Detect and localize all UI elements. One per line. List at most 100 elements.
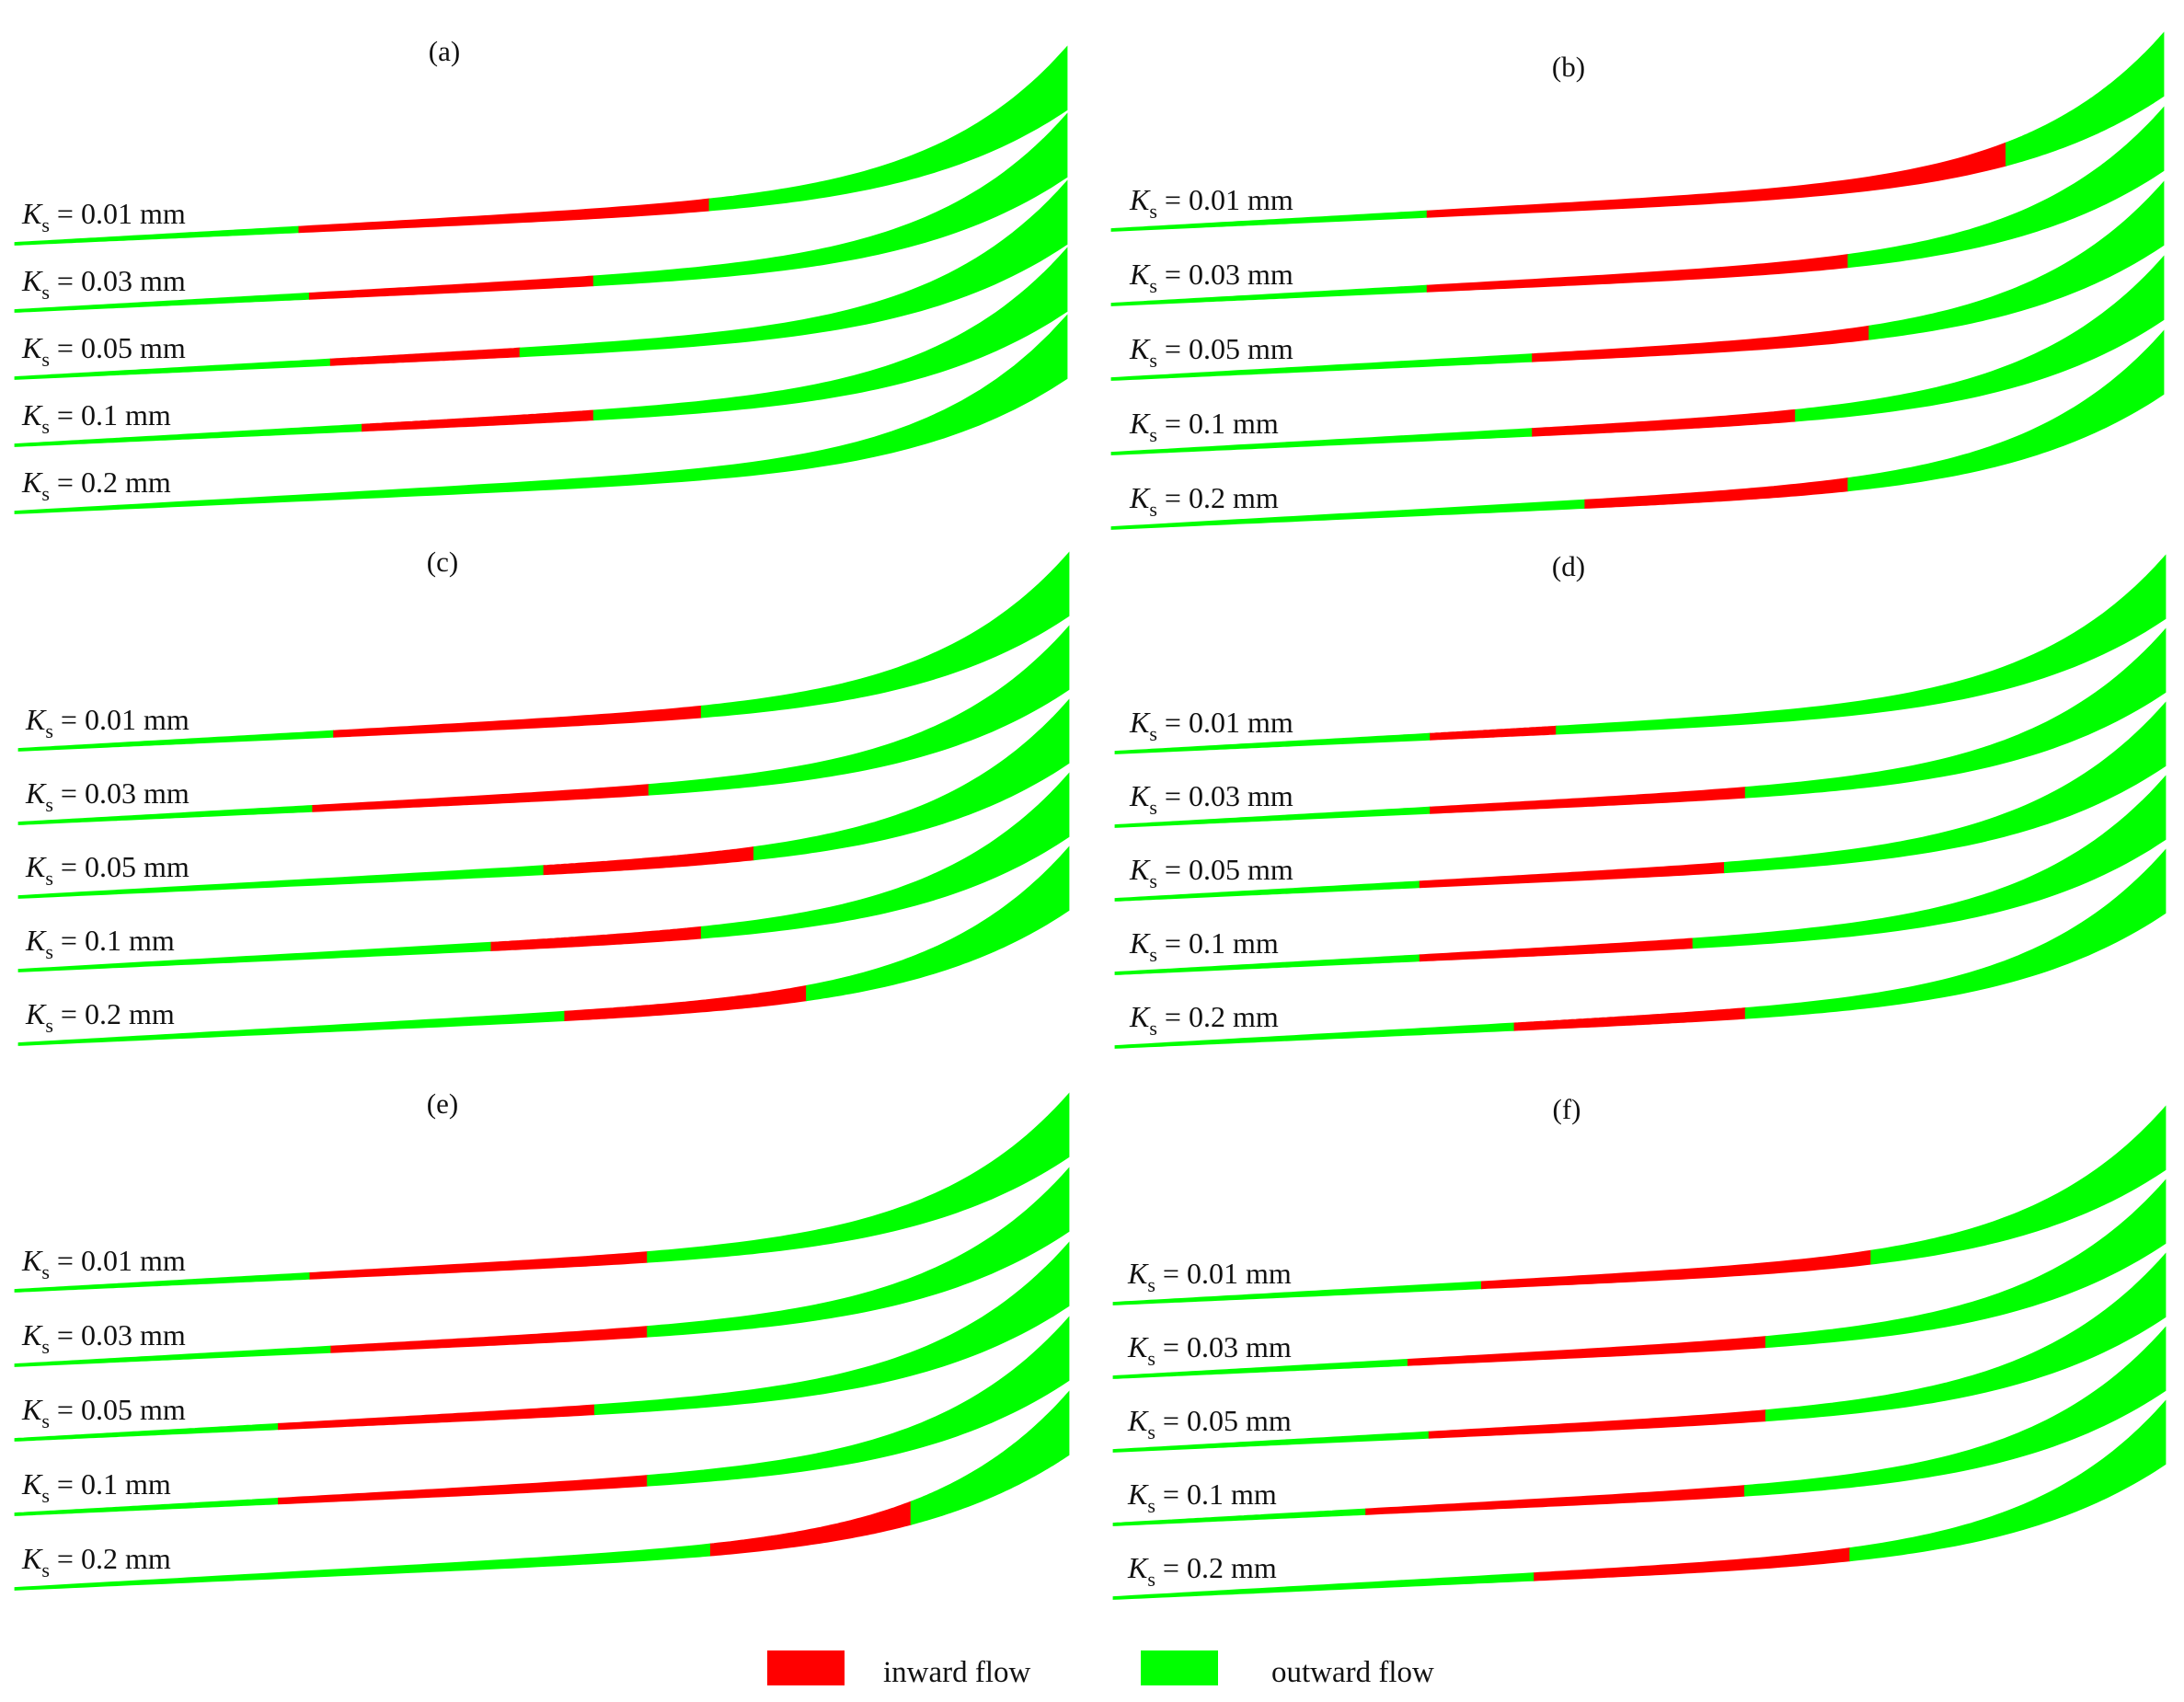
roughness-label: Ks = 0.05 mm: [1127, 1404, 1292, 1443]
roughness-label: Ks = 0.1 mm: [21, 398, 171, 438]
outward-flow-region: [647, 1092, 1070, 1263]
inward-flow-region: [309, 1251, 648, 1280]
outward-flow-region: [1724, 701, 2167, 874]
inward-flow-region: [330, 1326, 648, 1353]
roughness-label: Ks = 0.2 mm: [1129, 1000, 1279, 1040]
outward-flow-region: [1849, 1399, 2167, 1562]
panel-f: (f) Ks = 0.01 mm Ks = 0.03 mm Ks = 0.05 mm K…: [1112, 1093, 2167, 1600]
flow-passage-row: [1110, 106, 2165, 306]
outward-flow-region: [806, 845, 1070, 1002]
roughness-label: Ks = 0.01 mm: [1129, 183, 1293, 223]
inward-flow-region: [1426, 254, 1849, 293]
roughness-label: Ks = 0.2 mm: [21, 466, 171, 505]
roughness-label: Ks = 0.03 mm: [21, 1318, 186, 1358]
inward-flow-region: [362, 409, 594, 432]
roughness-label: Ks = 0.01 mm: [1127, 1257, 1292, 1296]
panel-title: (b): [1552, 51, 1585, 83]
flow-passage-row: [1112, 1326, 2167, 1526]
outward-flow-region: [1692, 775, 2167, 949]
outward-flow-region: [1556, 554, 2167, 735]
outward-flow-region: [14, 1497, 279, 1516]
roughness-label: Ks = 0.01 mm: [21, 197, 186, 236]
roughness-label: Ks = 0.2 mm: [21, 1542, 171, 1581]
inward-flow-region: [329, 347, 521, 366]
inward-flow-region: [710, 1501, 912, 1557]
outward-flow-region: [1744, 1326, 2167, 1497]
outward-flow-region: [700, 551, 1070, 719]
outward-flow-region: [592, 112, 1068, 287]
roughness-label: Ks = 0.01 mm: [25, 703, 190, 742]
roughness-label: Ks = 0.03 mm: [1127, 1330, 1292, 1370]
roughness-label: Ks = 0.1 mm: [1127, 1478, 1277, 1517]
outward-flow-region: [648, 625, 1070, 796]
flow-passage-row: [14, 1316, 1070, 1516]
inward-flow-region: [278, 1404, 595, 1431]
panel-d: (d) Ks = 0.01 mm Ks = 0.03 mm Ks = 0.05 mm K…: [1114, 550, 2167, 1049]
inward-flow-region: [312, 784, 649, 812]
outward-flow-region: [647, 1167, 1070, 1338]
outward-flow-region: [592, 247, 1068, 421]
inward-flow-region: [1430, 787, 1746, 814]
inward-flow-region: [1532, 325, 1870, 362]
flow-passage-row: [17, 845, 1070, 1046]
outward-flow-region: [14, 314, 1068, 514]
roughness-label: Ks = 0.03 mm: [1129, 779, 1293, 819]
inward-flow-region: [308, 275, 594, 300]
flow-passage-row: [1114, 554, 2167, 754]
legend: inward flow outward flow: [767, 1650, 1434, 1689]
panel-c: (c) Ks = 0.01 mm Ks = 0.03 mm Ks = 0.05 mm K…: [17, 546, 1070, 1046]
outward-flow-region: [593, 1241, 1070, 1416]
roughness-label: Ks = 0.03 mm: [25, 776, 190, 816]
flow-passage-row: [14, 1241, 1070, 1442]
flow-passage-row: [17, 772, 1070, 972]
roughness-label: Ks = 0.2 mm: [25, 997, 175, 1037]
roughness-label: Ks = 0.2 mm: [1127, 1551, 1277, 1591]
outward-flow-region: [1744, 848, 2167, 1019]
roughness-label: Ks = 0.1 mm: [1129, 407, 1279, 446]
outward-flow-region: [1744, 627, 2167, 799]
roughness-label: Ks = 0.05 mm: [1129, 853, 1293, 892]
inward-flow-region: [278, 1475, 648, 1505]
flow-passage-row: [1112, 1399, 2167, 1600]
outward-flow-region: [910, 1390, 1070, 1525]
legend-inward-swatch: [767, 1650, 845, 1685]
outward-flow-region: [1847, 329, 2165, 492]
inward-flow-region: [564, 984, 807, 1022]
flow-passage-row: [14, 1390, 1070, 1591]
inward-flow-region: [298, 198, 710, 234]
flow-passage-row: [14, 179, 1068, 380]
roughness-label: Ks = 0.01 mm: [21, 1244, 186, 1283]
flow-passage-row: [1114, 775, 2167, 975]
flow-passage-row: [17, 551, 1070, 752]
panel-b: (b) Ks = 0.01 mm Ks = 0.03 mm Ks = 0.05 mm K…: [1110, 31, 2165, 530]
flow-passage-row: [1112, 1179, 2167, 1379]
panel-title: (e): [427, 1087, 458, 1120]
inward-flow-region: [490, 926, 702, 951]
inward-flow-region: [1584, 477, 1849, 509]
legend-inward-label: inward flow: [883, 1656, 1031, 1689]
flow-passage-row: [17, 698, 1070, 899]
panel-e: (e) Ks = 0.01 mm Ks = 0.03 mm Ks = 0.05 mm K…: [14, 1087, 1070, 1591]
roughness-label: Ks = 0.1 mm: [21, 1467, 171, 1507]
flow-passage-row: [1110, 329, 2165, 530]
inward-flow-region: [1532, 408, 1796, 437]
roughness-label: Ks = 0.05 mm: [21, 1393, 186, 1432]
flow-passage-row: [14, 1092, 1070, 1293]
inward-flow-region: [1407, 1336, 1766, 1366]
flow-passage-row: [1114, 627, 2167, 828]
inward-flow-region: [1534, 1547, 1851, 1581]
outward-flow-region: [1764, 1252, 2167, 1422]
roughness-label: Ks = 0.2 mm: [1129, 481, 1279, 521]
outward-flow-region: [14, 1422, 279, 1442]
inward-flow-region: [1419, 937, 1694, 962]
outward-flow-region: [519, 179, 1068, 358]
panel-title: (a): [429, 35, 460, 67]
legend-outward-swatch: [1141, 1650, 1218, 1685]
roughness-label: Ks = 0.05 mm: [1129, 332, 1293, 372]
flow-passage-row: [1114, 701, 2167, 902]
outward-flow-region: [1868, 180, 2165, 340]
flow-passage-row: [14, 45, 1068, 246]
outward-flow-region: [1795, 255, 2165, 422]
legend-outward-label: outward flow: [1271, 1656, 1434, 1689]
